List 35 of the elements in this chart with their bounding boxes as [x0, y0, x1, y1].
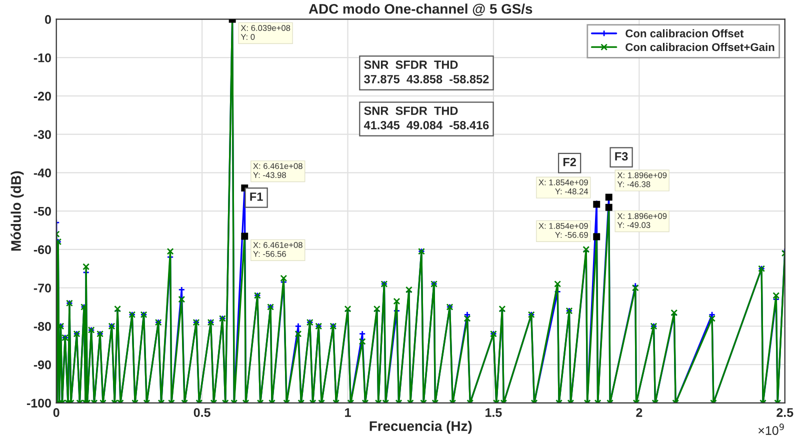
- x-tick-label: 2: [636, 408, 642, 417]
- y-tick-label: -50: [34, 206, 51, 216]
- y-tick-label: -60: [34, 245, 51, 254]
- y-tick-label: -40: [34, 168, 51, 178]
- x-axis-title: Frecuencia (Hz): [370, 420, 472, 434]
- annotation: X: 6.461e+08 Y: -56.56: [253, 242, 302, 257]
- x-tick-label: 0: [53, 408, 60, 417]
- x-tick-label: 2.5: [776, 408, 794, 417]
- y-tick-label: -20: [34, 92, 51, 101]
- annotation: F3: [615, 152, 628, 161]
- x-tick-label: 0.5: [194, 408, 210, 417]
- annotation: X: 1.896e+09 Y: -49.03: [617, 213, 667, 228]
- chart-title: ADC modo One-channel @ 5 GS/s: [308, 4, 532, 16]
- x-tick-label: 1: [345, 408, 351, 417]
- x-tick-label: 1.5: [486, 408, 502, 417]
- annotation: SNR SFDR THD 41.345 49.084 -58.416: [364, 106, 489, 130]
- y-tick-label: -80: [34, 322, 51, 331]
- annotation: X: 6.461e+08 Y: -43.98: [253, 163, 302, 178]
- annotation: X: 1.854e+09 Y: -48.24: [538, 179, 588, 194]
- annotation: F1: [250, 192, 263, 201]
- annotation: F2: [563, 158, 576, 166]
- y-tick-label: -90: [34, 360, 51, 370]
- annotation: X: 1.896e+09 Y: -46.38: [617, 172, 667, 188]
- y-axis-title: Módulo (dB): [10, 171, 24, 251]
- y-tick-label: -10: [34, 53, 51, 62]
- annotation: X: 1.854e+09 Y: -56.69: [538, 222, 588, 238]
- legend-label: Con calibracion Offset: [626, 29, 744, 38]
- text: ×10$^{9}$: [758, 424, 784, 435]
- legend-label: Con calibracion Offset+Gain: [626, 42, 774, 52]
- y-tick-label: -30: [34, 130, 51, 140]
- annotation: X: 6.039e+08 Y: 0: [240, 25, 290, 40]
- y-tick-label: 0: [45, 15, 51, 24]
- y-tick-label: -70: [34, 284, 51, 292]
- annotation: SNR SFDR THD 37.875 43.858 -58.852: [364, 60, 489, 84]
- y-tick-label: -100: [26, 398, 51, 408]
